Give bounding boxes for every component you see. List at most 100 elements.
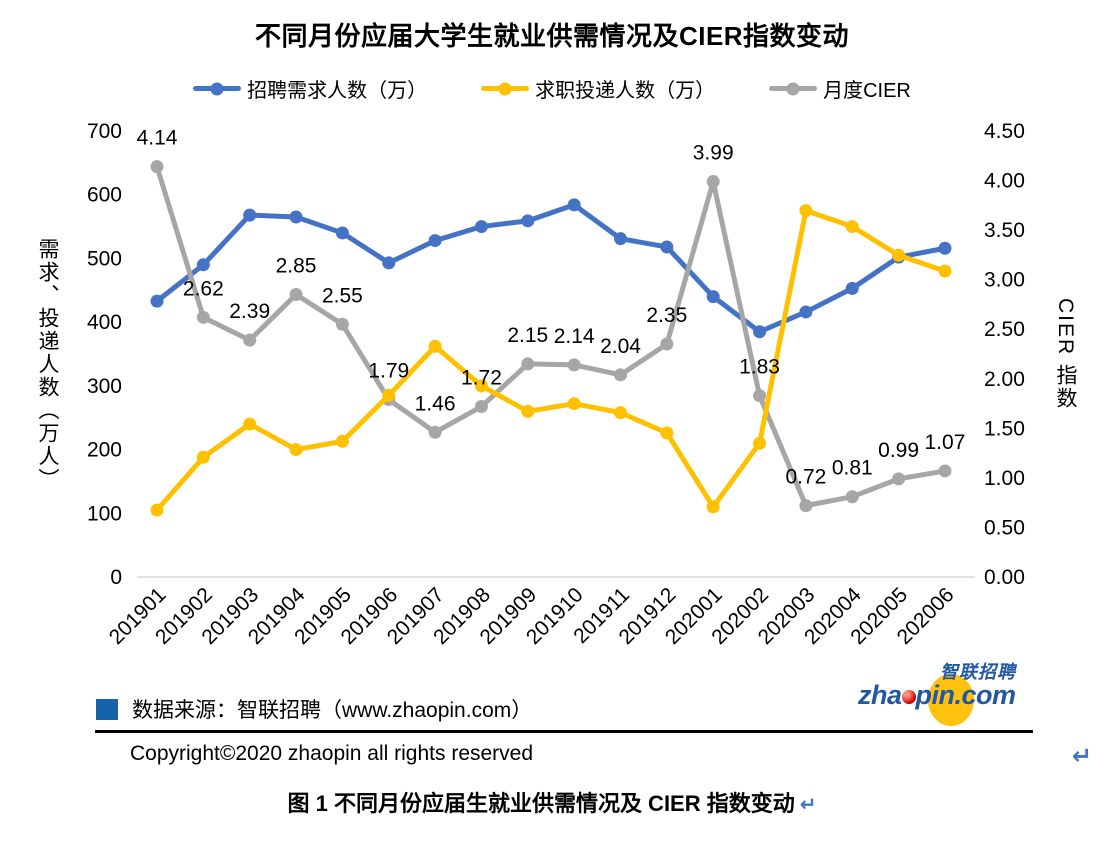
series-point-0 xyxy=(474,220,488,234)
series-point-2 xyxy=(614,368,627,382)
left-axis-tick-label: 400 xyxy=(87,311,122,334)
series-point-0 xyxy=(614,232,627,246)
series-point-0 xyxy=(289,210,303,224)
data-source-text: 数据来源：智联招聘（www.zhaopin.com） xyxy=(132,699,533,722)
right-axis-tick-label: 4.50 xyxy=(984,120,1025,143)
source-bullet-icon xyxy=(96,699,118,720)
right-axis-title: CIER 指数 xyxy=(1054,298,1077,411)
logo-chinese-text: 智联招聘 xyxy=(940,662,1016,682)
series-point-2 xyxy=(474,400,488,414)
series-point-2 xyxy=(567,358,581,372)
left-axis-tick-label: 600 xyxy=(87,184,122,207)
legend-line-marker-icon xyxy=(769,82,818,95)
series-point-2 xyxy=(706,175,720,189)
logo-domain-left: zha xyxy=(858,680,902,710)
series-point-2 xyxy=(660,337,674,351)
cier-data-label: 4.14 xyxy=(137,127,178,150)
series-point-0 xyxy=(150,294,164,308)
logo-red-dot-icon xyxy=(901,690,916,704)
logo-domain-right: pin.com xyxy=(915,680,1017,710)
series-point-1 xyxy=(845,220,859,234)
cier-data-label: 3.99 xyxy=(693,142,734,165)
right-axis-tick-label: 3.50 xyxy=(984,219,1025,242)
series-point-0 xyxy=(938,241,952,255)
series-point-0 xyxy=(521,214,535,228)
series-point-0 xyxy=(567,198,581,212)
legend-dot-icon xyxy=(210,82,224,95)
series-point-0 xyxy=(428,234,442,248)
zhaopin-logo: 智联招聘 zha pin.com xyxy=(858,656,1048,740)
left-axis-tick-label: 100 xyxy=(87,502,122,525)
cier-data-label: 1.83 xyxy=(739,356,780,379)
legend-item-1: 求职投递人数（万） xyxy=(481,74,715,103)
series-point-1 xyxy=(335,434,349,448)
legend-line-marker-icon xyxy=(193,82,242,95)
series-point-1 xyxy=(892,248,906,262)
series-point-0 xyxy=(196,258,210,272)
cier-data-label: 1.07 xyxy=(925,431,966,454)
series-point-2 xyxy=(521,357,535,371)
series-point-2 xyxy=(753,389,767,403)
left-axis-tick-label: 300 xyxy=(87,375,122,398)
series-point-1 xyxy=(799,204,813,218)
left-axis-tick-label: 500 xyxy=(87,247,122,270)
cier-data-label: 2.35 xyxy=(646,304,687,327)
series-point-0 xyxy=(243,208,257,222)
series-point-2 xyxy=(289,288,303,302)
right-axis-tick-label: 0.00 xyxy=(984,566,1025,589)
series-point-1 xyxy=(289,443,303,457)
legend-dot-icon xyxy=(498,82,512,95)
series-point-0 xyxy=(753,325,767,339)
series-point-1 xyxy=(567,397,581,411)
cier-data-label: 2.39 xyxy=(229,300,270,323)
legend-label: 月度CIER xyxy=(823,80,911,102)
series-line-1 xyxy=(154,208,948,513)
legend-line-marker-icon xyxy=(481,82,530,95)
figure-caption: 图 1 不同月份应届生就业供需情况及 CIER 指数变动 ↵ xyxy=(0,786,1104,818)
series-point-1 xyxy=(938,264,952,278)
series-point-1 xyxy=(706,500,720,514)
cier-data-label: 0.81 xyxy=(832,457,873,480)
paragraph-return-icon: ↵ xyxy=(1072,743,1093,770)
right-axis-tick-label: 2.50 xyxy=(984,318,1025,341)
chart-legend: 招聘需求人数（万） 求职投递人数（万） 月度CIER xyxy=(0,74,1104,103)
figure-caption-text: 图 1 不同月份应届生就业供需情况及 CIER 指数变动 xyxy=(287,791,795,816)
series-point-2 xyxy=(845,490,859,504)
legend-label: 求职投递人数（万） xyxy=(535,80,716,102)
series-point-1 xyxy=(521,404,535,418)
logo-yellow-ellipse-icon xyxy=(928,674,974,726)
series-point-1 xyxy=(150,503,164,517)
legend-label: 招聘需求人数（万） xyxy=(247,80,428,102)
right-axis-tick-label: 0.50 xyxy=(984,516,1025,539)
series-point-1 xyxy=(614,406,627,420)
copyright-text: Copyright©2020 zhaopin all rights reserv… xyxy=(130,742,534,765)
series-point-2 xyxy=(892,472,906,486)
series-point-0 xyxy=(799,305,813,319)
series-point-1 xyxy=(753,436,767,450)
series-point-0 xyxy=(706,290,720,304)
series-point-2 xyxy=(196,310,210,324)
legend-item-2: 月度CIER xyxy=(769,74,911,103)
paragraph-return-icon: ↵ xyxy=(799,794,817,816)
left-axis-title: 需求、投递人数（万人） xyxy=(36,238,59,491)
series-point-2 xyxy=(243,333,257,347)
series-point-1 xyxy=(660,426,674,440)
footer-divider xyxy=(95,730,1033,733)
right-axis-tick-label: 3.00 xyxy=(984,269,1025,292)
left-axis-tick-label: 0 xyxy=(110,566,122,589)
cier-data-label: 1.46 xyxy=(415,392,456,415)
series-point-0 xyxy=(845,281,859,295)
series-point-2 xyxy=(335,317,349,331)
right-axis-tick-label: 1.50 xyxy=(984,417,1025,440)
chart-title: 不同月份应届大学生就业供需情况及CIER指数变动 xyxy=(254,21,850,51)
legend-item-0: 招聘需求人数（万） xyxy=(193,74,427,103)
cier-data-label: 2.04 xyxy=(600,335,641,358)
left-axis-tick-label: 700 xyxy=(87,120,122,143)
logo-domain-text: zha pin.com xyxy=(858,680,1016,711)
series-point-1 xyxy=(243,417,257,431)
series-point-2 xyxy=(150,160,164,174)
cier-data-label: 1.79 xyxy=(368,360,409,383)
cier-data-label: 2.85 xyxy=(276,255,317,278)
right-axis-tick-label: 2.00 xyxy=(984,368,1025,391)
